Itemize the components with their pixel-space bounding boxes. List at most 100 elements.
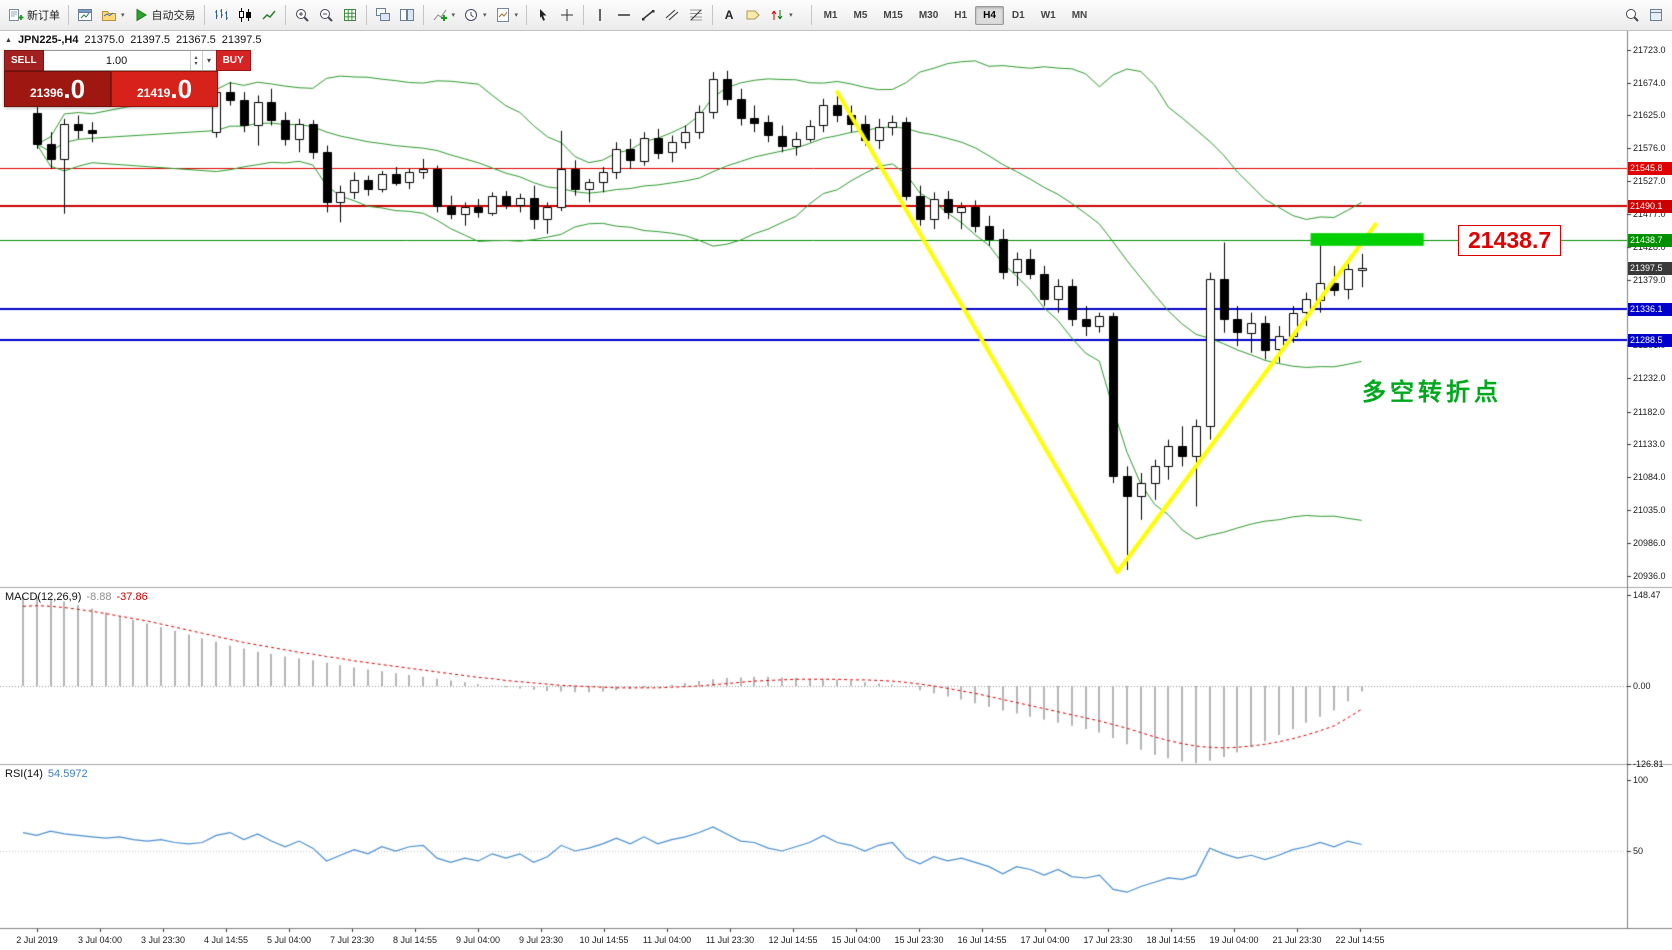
trendline-button[interactable] [636, 3, 660, 27]
zoom-group [290, 3, 362, 27]
periods-button[interactable]: ▾ [459, 3, 491, 27]
profiles-icon [102, 11, 116, 21]
label-tool-button[interactable] [741, 3, 765, 27]
macd-value: -8.88 [86, 591, 112, 603]
fibonacci-button[interactable] [684, 3, 708, 27]
low-value: 21367.5 [176, 34, 216, 46]
crosshair-button[interactable] [555, 3, 579, 27]
volume-input[interactable] [43, 51, 190, 70]
sell-button[interactable]: SELL [4, 50, 44, 71]
spinner-up-icon[interactable]: ▴ [194, 54, 198, 61]
vertical-line-button[interactable] [588, 3, 612, 27]
toolbar-separator [712, 5, 714, 25]
indicators-button[interactable]: ▾ [428, 3, 460, 27]
timeframe-mn-button[interactable]: MN [1064, 6, 1096, 25]
line-chart-button[interactable] [257, 3, 281, 27]
toolbar-separator [422, 5, 424, 25]
timeframe-m5-button[interactable]: M5 [845, 6, 875, 25]
order-group: 新订单 [4, 3, 64, 27]
timeframe-h1-button[interactable]: H1 [946, 6, 975, 25]
window-group: ▾ 自动交易 [73, 3, 200, 27]
cursor-button[interactable] [531, 3, 555, 27]
periods-dropdown-icon: ▾ [483, 12, 487, 19]
sell-price-pips: .0 [63, 74, 86, 104]
cursor-icon [540, 9, 547, 21]
collapse-arrow-icon[interactable]: ▲ [5, 36, 12, 44]
templates-button[interactable]: ▾ [491, 3, 523, 27]
cascade-windows-button[interactable] [371, 3, 395, 27]
buy-button[interactable]: BUY [215, 50, 251, 71]
search-button[interactable] [1620, 3, 1644, 27]
volume-control: ▴ ▾ ▾ [43, 50, 216, 71]
cascade-windows-icon [375, 8, 390, 21]
timeframe-m15-button[interactable]: M15 [875, 6, 910, 25]
timeframe-group: M1 M5 M15 M30 H1 H4 D1 W1 MN [816, 5, 1096, 25]
close-value: 21397.5 [221, 34, 262, 46]
zoom-in-icon [295, 9, 309, 22]
new-order-button[interactable]: 新订单 [4, 3, 64, 27]
macd-header: MACD(12,26,9) -8.88 -37.86 [5, 591, 148, 603]
arrows-tool-icon [771, 10, 783, 20]
spinner-down-icon[interactable]: ▾ [194, 60, 198, 67]
fibonacci-icon [690, 9, 703, 21]
candlestick-chart-icon [238, 8, 251, 22]
zoom-out-button[interactable] [314, 3, 338, 27]
rsi-header: RSI(14) 54.5972 [5, 768, 88, 780]
horizontal-line-button[interactable] [612, 3, 636, 27]
trade-panel-top-row: SELL ▴ ▾ ▾ BUY [4, 50, 251, 71]
text-tool-button[interactable]: A [717, 3, 741, 27]
arrange-group [371, 3, 419, 27]
bar-chart-button[interactable] [209, 3, 233, 27]
tile-windows-icon [399, 9, 414, 21]
chart-ohlc-header: ▲ JPN225-,H4 21375.0 21397.5 21367.5 213… [5, 34, 262, 46]
bar-chart-icon [214, 9, 228, 20]
timeframe-h4-button[interactable]: H4 [975, 5, 1004, 25]
timeframe-m30-button[interactable]: M30 [911, 6, 946, 25]
rsi-label: RSI(14) [5, 768, 43, 780]
horizontal-line-icon [618, 14, 631, 16]
timeframe-m1-button[interactable]: M1 [816, 6, 846, 25]
panel-toggle-icon [1650, 9, 1662, 21]
insert-group: ▾ ▾ ▾ [428, 3, 523, 27]
panel-toggle-button[interactable] [1644, 3, 1668, 27]
toolbar-separator [583, 5, 585, 25]
zoom-in-button[interactable] [290, 3, 314, 27]
profiles-button[interactable]: ▾ [97, 3, 129, 27]
volume-dropdown-icon[interactable]: ▾ [201, 51, 216, 70]
channel-icon [665, 9, 679, 21]
buy-price-button[interactable]: 21419 .0 [111, 71, 218, 107]
pivot-annotation-text: 多空转折点 [1362, 379, 1502, 406]
zoom-out-icon [319, 9, 333, 22]
tile-windows-button[interactable] [395, 3, 419, 27]
channel-button[interactable] [660, 3, 684, 27]
toolbar-separator [284, 5, 286, 25]
buy-price-main: 21419 [136, 86, 171, 100]
open-value: 21375.0 [84, 34, 125, 46]
arrows-dropdown-icon: ▾ [789, 12, 793, 19]
chart-window-button[interactable] [73, 3, 97, 27]
sell-price-button[interactable]: 21396 .0 [4, 71, 111, 107]
candlestick-chart-button[interactable] [233, 3, 257, 27]
pointer-group [531, 3, 579, 27]
volume-spinner[interactable]: ▴ ▾ [189, 51, 202, 70]
arrows-tool-button[interactable]: ▾ [765, 3, 797, 27]
trade-panel-price-row: 21396 .0 21419 .0 [4, 71, 218, 107]
grid-button[interactable] [338, 3, 362, 27]
toolbar-separator [203, 5, 205, 25]
chart-type-group [209, 3, 281, 27]
toolbar-separator [810, 5, 812, 25]
auto-trading-button[interactable]: 自动交易 [129, 3, 200, 27]
profiles-dropdown-icon: ▾ [121, 12, 125, 19]
auto-trading-label: 自动交易 [151, 10, 196, 22]
timeframe-w1-button[interactable]: W1 [1033, 6, 1064, 25]
timeframe-d1-button[interactable]: D1 [1004, 6, 1033, 25]
templates-icon [496, 8, 509, 22]
vertical-line-icon [599, 9, 601, 21]
indicators-dropdown-icon: ▾ [451, 12, 456, 19]
main-toolbar: 新订单 ▾ 自动交易 [0, 0, 1672, 31]
crosshair-icon [561, 9, 574, 21]
grid-icon [343, 9, 356, 21]
toolbar-separator [526, 5, 528, 25]
new-order-icon [9, 9, 24, 21]
